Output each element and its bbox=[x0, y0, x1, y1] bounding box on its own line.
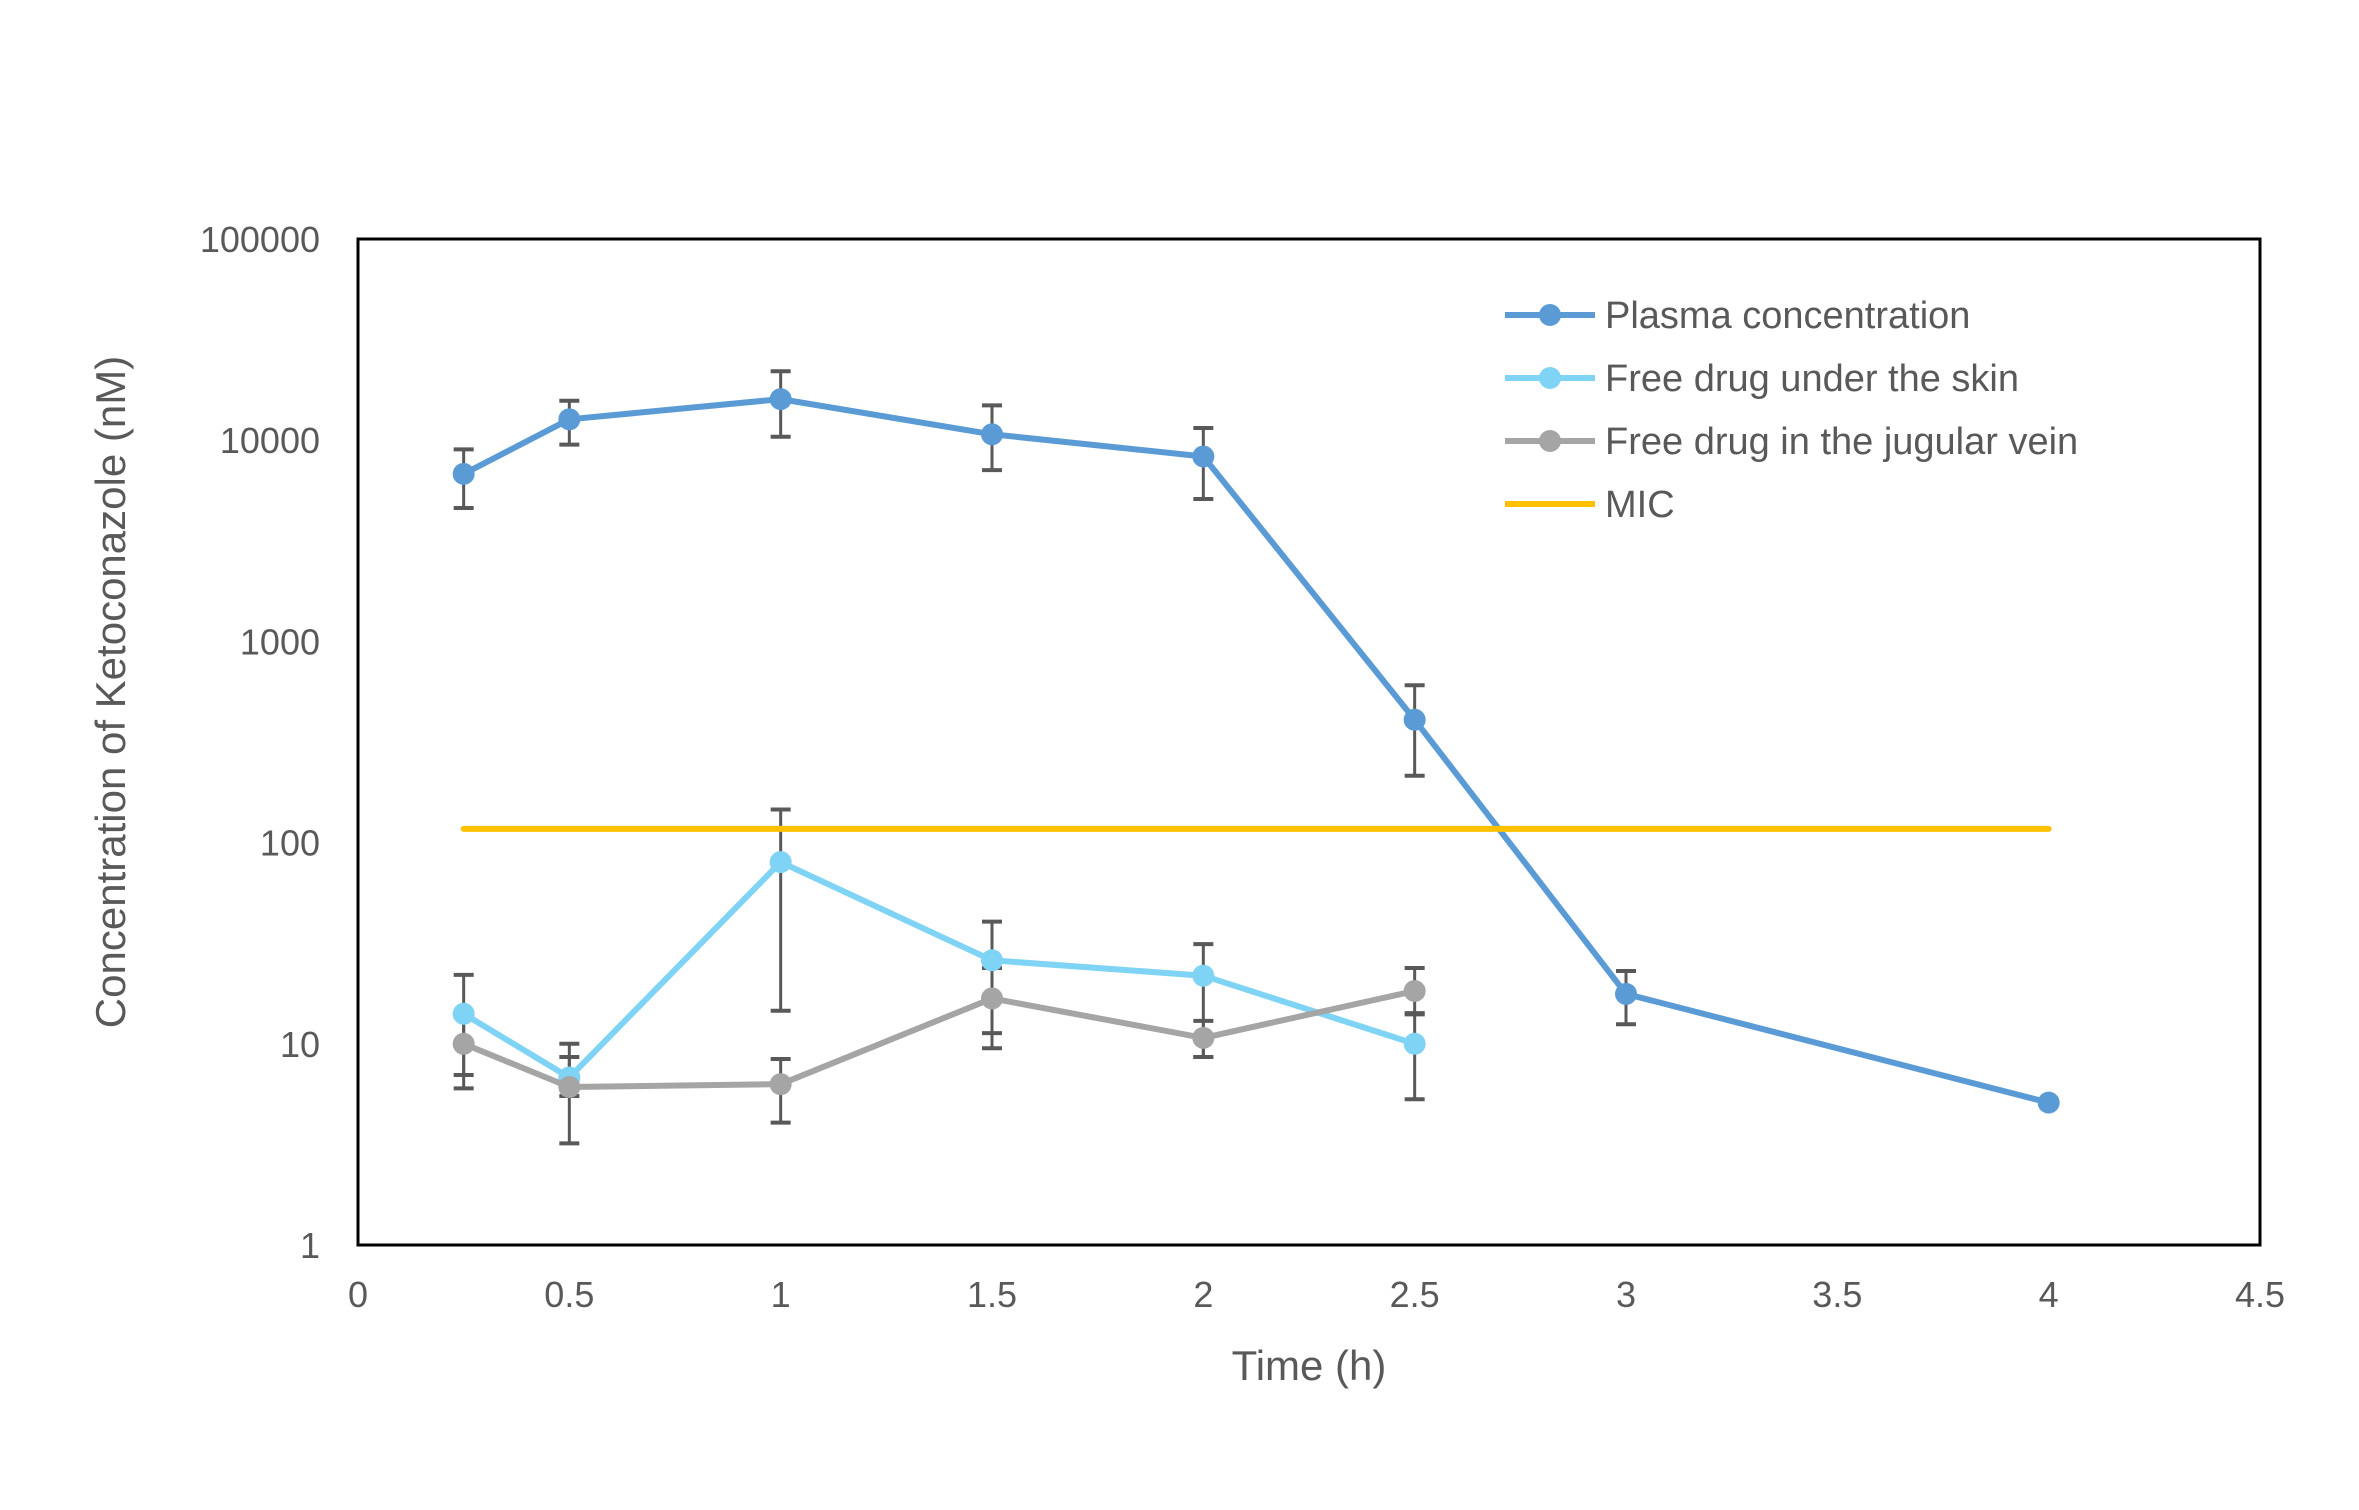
y-tick-label: 10 bbox=[280, 1024, 320, 1065]
legend-marker bbox=[1539, 304, 1561, 326]
legend-marker bbox=[1539, 367, 1561, 389]
data-point bbox=[2037, 1091, 2060, 1114]
legend-marker bbox=[1539, 430, 1561, 452]
data-point bbox=[1615, 982, 1637, 1005]
x-tick-label: 4.5 bbox=[2235, 1274, 2285, 1315]
data-point bbox=[452, 1002, 475, 1025]
x-tick-label: 1.5 bbox=[967, 1274, 1017, 1315]
data-point bbox=[558, 408, 581, 431]
x-tick-label: 1 bbox=[771, 1274, 791, 1315]
series-line bbox=[460, 987, 1418, 1090]
data-point bbox=[1192, 1026, 1215, 1049]
plot-area bbox=[356, 237, 2262, 1247]
series-line bbox=[460, 396, 2052, 1106]
x-tick-label: 3 bbox=[1616, 1274, 1636, 1315]
x-tick-label: 3.5 bbox=[1812, 1274, 1862, 1315]
data-point bbox=[558, 1075, 581, 1098]
y-axis-label: Concentration of Ketoconazole (nM) bbox=[87, 356, 134, 1028]
data-point bbox=[981, 987, 1003, 1010]
y-tick-label: 100000 bbox=[200, 219, 320, 260]
x-axis-label: Time (h) bbox=[1232, 1342, 1387, 1389]
x-tick-label: 2 bbox=[1193, 1274, 1213, 1315]
y-tick-label: 10000 bbox=[220, 420, 320, 461]
data-point bbox=[769, 1073, 792, 1096]
x-tick-label: 2.5 bbox=[1390, 1274, 1440, 1315]
legend-label: Free drug under the skin bbox=[1605, 358, 2019, 400]
data-point bbox=[981, 423, 1003, 446]
data-point bbox=[452, 462, 475, 485]
data-point bbox=[769, 851, 792, 874]
x-tick-label: 0.5 bbox=[544, 1274, 594, 1315]
x-tick-label: 0 bbox=[348, 1274, 368, 1315]
x-tick-label: 4 bbox=[2039, 1274, 2059, 1315]
y-tick-label: 1000 bbox=[240, 621, 320, 662]
data-point bbox=[1403, 708, 1426, 731]
data-point bbox=[452, 1032, 475, 1055]
y-tick-label: 1 bbox=[300, 1225, 320, 1266]
data-point bbox=[1192, 445, 1215, 468]
series-line bbox=[460, 859, 1418, 1081]
data-point bbox=[981, 949, 1003, 972]
data-point bbox=[1403, 979, 1426, 1002]
legend-label: Free drug in the jugular vein bbox=[1605, 421, 2078, 463]
legend-label: Plasma concentration bbox=[1605, 295, 1970, 337]
data-point bbox=[1192, 964, 1215, 987]
y-tick-label: 100 bbox=[260, 823, 320, 864]
legend-label: MIC bbox=[1605, 484, 1675, 526]
data-point bbox=[769, 388, 792, 411]
data-point bbox=[1403, 1032, 1426, 1055]
